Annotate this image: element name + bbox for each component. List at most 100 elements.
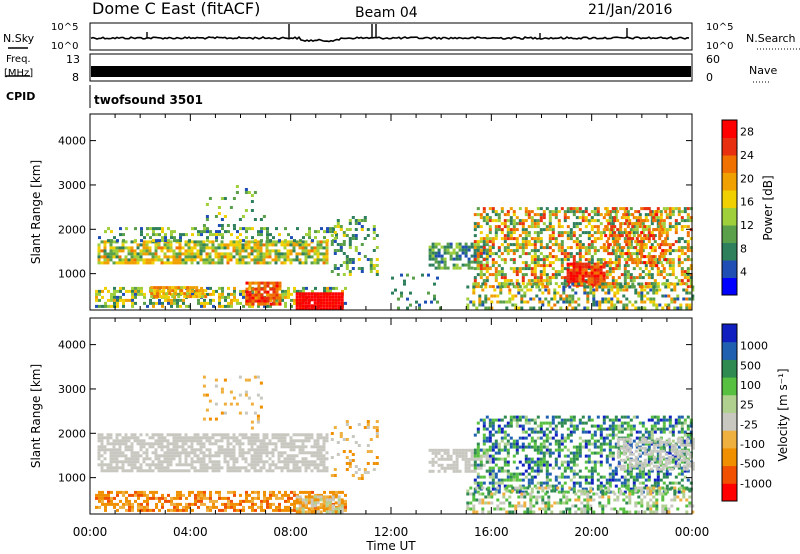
heatmap-cell	[566, 237, 570, 241]
heatmap-cell	[154, 463, 158, 467]
heatmap-cell	[476, 451, 480, 455]
heatmap-cell	[325, 510, 329, 514]
heatmap-cell	[500, 276, 504, 280]
heatmap-cell	[287, 295, 290, 299]
heatmap-cell	[188, 490, 191, 494]
heatmap-cell	[113, 292, 116, 296]
heatmap-cell	[366, 450, 370, 453]
heatmap-cell	[512, 267, 516, 271]
heatmap-cell	[334, 510, 338, 514]
heatmap-cell	[520, 300, 524, 304]
heatmap-cell	[202, 417, 206, 421]
heatmap-cell	[145, 249, 149, 253]
heatmap-cell	[539, 442, 543, 446]
heatmap-cell	[500, 273, 504, 277]
heatmap-cell	[232, 469, 236, 473]
heatmap-cell	[295, 255, 299, 259]
heatmap-cell	[638, 267, 642, 271]
heatmap-cell	[131, 304, 134, 308]
heatmap-cell	[122, 233, 125, 237]
heatmap-cell	[217, 448, 221, 452]
heatmap-cell	[204, 295, 208, 299]
heatmap-cell	[226, 466, 230, 470]
heatmap-cell	[241, 454, 245, 458]
heatmap-cell	[581, 262, 585, 266]
heatmap-cell	[325, 301, 329, 305]
heatmap-cell	[439, 306, 442, 310]
heatmap-cell	[572, 484, 576, 488]
heatmap-cell	[305, 490, 308, 494]
heatmap-cell	[611, 282, 615, 286]
heatmap-cell	[266, 281, 270, 285]
heatmap-cell	[310, 249, 314, 253]
heatmap-cell	[340, 307, 344, 311]
heatmap-cell	[337, 501, 341, 505]
heatmap-cell	[206, 508, 209, 512]
heatmap-cell	[218, 230, 221, 234]
heatmap-cell	[566, 246, 570, 250]
heatmap-cell	[596, 268, 600, 272]
heatmap-cell	[97, 454, 101, 458]
heatmap-cell	[482, 243, 486, 247]
heatmap-cell	[629, 231, 633, 235]
heatmap-cell	[224, 502, 227, 506]
heatmap-cell	[140, 502, 143, 506]
heatmap-cell	[563, 219, 567, 223]
heatmap-cell	[572, 454, 576, 458]
heatmap-cell	[587, 213, 591, 217]
heatmap-cell	[334, 507, 338, 511]
heatmap-cell	[631, 258, 635, 262]
heatmap-cell	[136, 258, 140, 262]
heatmap-cell	[109, 460, 113, 464]
heatmap-cell	[148, 457, 152, 461]
heatmap-cell	[325, 439, 329, 443]
heatmap-cell	[664, 240, 668, 244]
heatmap-cell	[277, 258, 281, 262]
heatmap-cell	[557, 439, 561, 443]
heatmap-cell	[443, 266, 447, 270]
heatmap-cell	[307, 304, 311, 308]
heatmap-cell	[644, 261, 648, 265]
heatmap-cell	[244, 191, 248, 194]
heatmap-cell	[295, 510, 299, 514]
heatmap-cell	[214, 439, 218, 443]
heatmap-cell	[242, 295, 245, 299]
heatmap-cell	[280, 460, 284, 464]
heatmap-cell	[455, 448, 459, 452]
heatmap-cell	[527, 231, 531, 235]
heatmap-cell	[145, 243, 149, 247]
heatmap-cell	[166, 433, 170, 437]
heatmap-cell	[563, 267, 567, 271]
heatmap-cell	[277, 457, 281, 461]
heatmap-cell	[189, 295, 193, 299]
heatmap-cell	[527, 445, 531, 449]
heatmap-cell	[554, 237, 558, 241]
heatmap-cell	[175, 448, 179, 452]
heatmap-cell	[518, 285, 522, 289]
heatmap-cell	[220, 261, 224, 265]
heatmap-cell	[262, 451, 266, 455]
heatmap-cell	[118, 451, 122, 455]
heatmap-cell	[118, 445, 122, 449]
heatmap-cell	[668, 264, 672, 268]
heatmap-cell	[223, 243, 227, 247]
heatmap-cell	[488, 207, 492, 211]
heatmap-cell	[337, 298, 341, 302]
heatmap-cell	[301, 240, 305, 244]
heatmap-cell	[553, 294, 557, 298]
heatmap-cell	[677, 246, 681, 250]
heatmap-cell	[155, 502, 158, 506]
heatmap-cell	[494, 481, 498, 485]
heatmap-cell	[269, 496, 272, 500]
heatmap-cell	[375, 456, 379, 459]
heatmap-cell	[287, 499, 290, 503]
heatmap-cell	[619, 234, 623, 238]
heatmap-cell	[530, 225, 534, 229]
heatmap-cell	[245, 499, 248, 503]
heatmap-cell	[638, 261, 642, 265]
heatmap-cell	[560, 276, 564, 280]
heatmap-cell	[116, 304, 119, 308]
heatmap-cell	[673, 282, 677, 286]
heatmap-cell	[611, 237, 615, 241]
heatmap-cell	[503, 213, 507, 217]
